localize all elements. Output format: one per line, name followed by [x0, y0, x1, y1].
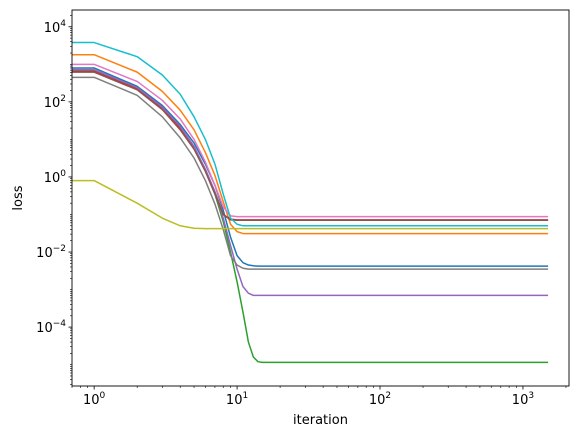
series-line-8 — [72, 76, 549, 270]
x-tick-label: 103 — [512, 391, 534, 408]
x-tick-label: 100 — [83, 391, 106, 408]
y-tick-label: 104 — [44, 19, 67, 36]
y-axis-label: loss — [11, 185, 26, 210]
plot-frame — [71, 9, 570, 387]
series-line-6 — [72, 71, 549, 222]
series-line-1 — [72, 67, 549, 267]
x-tick-label: 101 — [226, 391, 248, 408]
y-tick-label: 10−4 — [36, 319, 66, 336]
series-line-9 — [72, 179, 549, 230]
series-line-7 — [72, 63, 549, 218]
series-layer — [72, 41, 549, 364]
series-line-5 — [72, 68, 549, 297]
y-major-ticks: 104 102 100 10−2 10−4 — [36, 19, 72, 336]
series-line-10 — [72, 41, 549, 227]
y-tick-label: 10−2 — [36, 244, 66, 261]
series-line-2 — [72, 53, 549, 235]
plot-background — [72, 10, 569, 386]
x-axis-label: iteration — [293, 413, 348, 428]
x-tick-label: 102 — [369, 391, 391, 408]
x-major-ticks: 100 101 102 103 — [83, 386, 534, 408]
y-tick-label: 100 — [44, 169, 67, 186]
y-tick-label: 102 — [44, 94, 66, 111]
